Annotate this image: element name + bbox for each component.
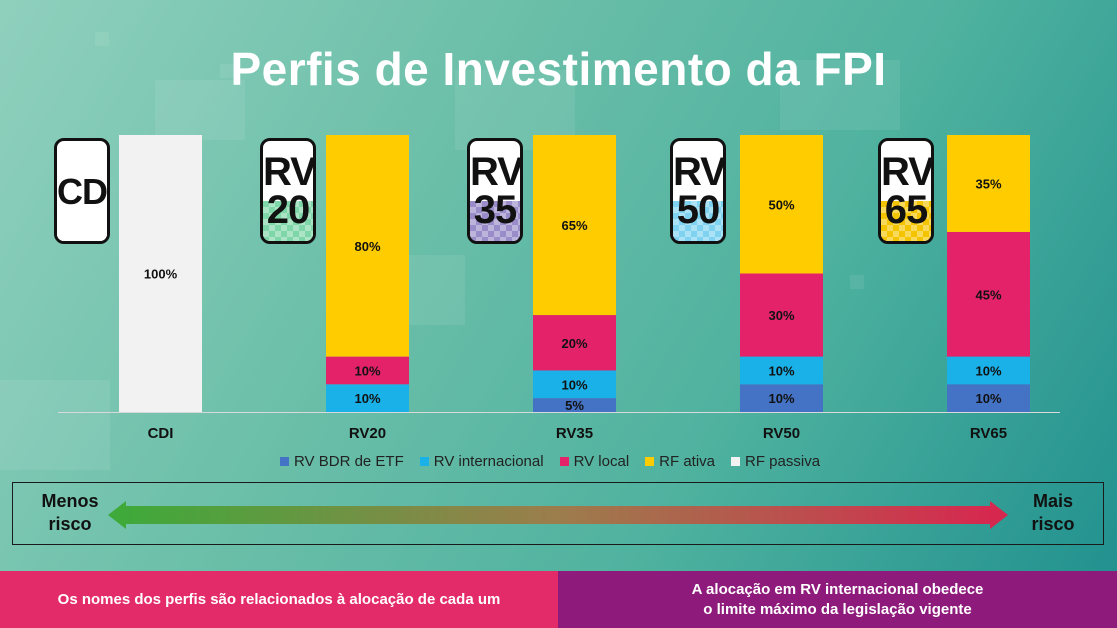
legend-item: RF ativa — [645, 453, 715, 470]
badge-fill — [881, 201, 931, 241]
bar-segment — [326, 135, 409, 357]
decorative-square — [95, 32, 109, 46]
badge-fill — [263, 201, 313, 241]
bar-segment — [740, 273, 823, 357]
legend-label: RV BDR de ETF — [294, 452, 404, 470]
data-label: 10% — [354, 391, 380, 406]
data-label: 45% — [975, 287, 1001, 302]
legend-swatch — [731, 456, 741, 466]
profile-badge-rv35: RV 35 — [467, 138, 523, 244]
profile-badge-rv20: RV 20 — [260, 138, 316, 244]
badge-label: CDI — [57, 171, 107, 212]
data-label: 10% — [354, 363, 380, 378]
stacked-bar-chart: 100%CDI10%10%80%RV205%10%20%65%RV3510%10… — [58, 135, 1060, 442]
risk-gradient-arrow — [124, 506, 992, 524]
category-tick-label: RV35 — [556, 425, 593, 442]
decorative-square — [850, 275, 864, 289]
category-tick-label: RV50 — [763, 425, 800, 442]
data-label: 10% — [768, 363, 794, 378]
badge-line1: RV — [673, 150, 726, 194]
legend-label: RF ativa — [659, 452, 716, 470]
data-label: 50% — [768, 197, 794, 212]
legend-item: RV local — [559, 452, 630, 470]
badge-line1: RV — [881, 150, 934, 194]
page-title: Perfis de Investimento da FPI — [230, 43, 887, 95]
legend-swatch — [645, 456, 655, 466]
legend-swatch — [419, 456, 429, 466]
bar-segment — [947, 135, 1030, 232]
legend-item: RF passiva — [731, 453, 820, 470]
data-label: 10% — [975, 363, 1001, 378]
bar-segment — [740, 135, 823, 274]
badge-label: RV 65 — [881, 150, 934, 232]
bar-segment — [947, 356, 1030, 385]
bar-segment — [326, 384, 409, 412]
bar-segment — [533, 315, 616, 371]
badge-label: RV 20 — [263, 150, 316, 232]
badge-line1: RV — [263, 150, 316, 194]
badge-label: RV 50 — [673, 150, 726, 232]
badge-label: RV 35 — [470, 150, 523, 232]
less-risk-line2: risco — [48, 514, 92, 534]
data-label: 10% — [561, 377, 587, 392]
bar-segment — [326, 356, 409, 385]
arrow-right-head — [990, 501, 1008, 529]
footer-note-left: Os nomes dos perfis são relacionados à a… — [0, 571, 558, 628]
badge-line2: 20 — [266, 188, 310, 232]
legend-label: RV local — [573, 452, 630, 470]
data-label: 10% — [975, 391, 1001, 406]
footer-right-line1: A alocação em RV internacional obedece — [691, 580, 984, 598]
footer-right-line2: o limite máximo da legislação vigente — [703, 600, 972, 618]
footer-note-right: A alocação em RV internacional obedece o… — [558, 571, 1117, 628]
data-label: 20% — [561, 336, 587, 351]
data-label: 5% — [565, 398, 584, 413]
legend-label: RV internacional — [433, 452, 544, 470]
legend-item: RV internacional — [419, 452, 544, 470]
data-label: 100% — [144, 267, 178, 282]
less-risk-label: Menos risco — [25, 490, 115, 536]
arrow-left-head — [108, 501, 126, 529]
bar-segment — [947, 231, 1030, 357]
badge-line2: 35 — [473, 188, 517, 232]
bar-segment — [740, 356, 823, 385]
bar-segment — [947, 384, 1030, 412]
badge-line2: 50 — [676, 188, 720, 232]
badge-fill — [57, 201, 107, 241]
badge-line1: RV — [470, 150, 523, 194]
profile-badge-rv50: RV 50 — [670, 138, 726, 244]
badge-line2: 65 — [884, 188, 928, 232]
data-label: 30% — [768, 308, 794, 323]
bar-segment — [533, 370, 616, 399]
decorative-square — [780, 60, 900, 130]
bar-segment — [740, 384, 823, 412]
bar-segment — [533, 135, 616, 316]
more-risk-line2: risco — [1031, 514, 1075, 534]
category-tick-label: CDI — [148, 425, 174, 442]
decorative-square — [220, 64, 234, 78]
legend-swatch — [280, 456, 289, 466]
decorative-square — [155, 80, 245, 140]
data-label: 35% — [975, 176, 1001, 191]
profile-badge-rv65: RV 65 — [878, 138, 934, 244]
bar-segment — [119, 135, 202, 412]
badge-fill — [673, 201, 723, 241]
legend-label: RF passiva — [745, 452, 821, 470]
risk-scale-box — [12, 482, 1104, 545]
bar-segment — [533, 398, 616, 412]
category-tick-label: RV20 — [349, 425, 386, 442]
category-tick-label: RV65 — [970, 425, 1007, 442]
data-label: 80% — [354, 239, 380, 254]
data-label: 65% — [561, 218, 587, 233]
more-risk-line1: Mais — [1032, 491, 1074, 511]
legend-item: RV BDR de ETF — [280, 453, 404, 470]
decorative-square — [0, 380, 110, 470]
more-risk-label: Mais risco — [1008, 490, 1098, 536]
less-risk-line1: Menos — [41, 491, 99, 511]
chart-legend: RV BDR de ETF RV internacional RV local RF … — [280, 451, 820, 471]
profile-badge-cdi: CDI — [54, 138, 110, 244]
legend-swatch — [559, 456, 569, 466]
data-label: 10% — [768, 391, 794, 406]
badge-fill — [470, 201, 520, 241]
